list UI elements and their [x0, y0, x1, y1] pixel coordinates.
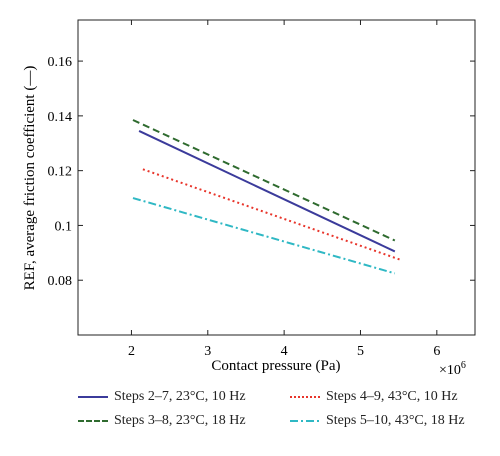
legend: Steps 2–7, 23°C, 10 Hz Steps 4–9, 43°C, …	[78, 388, 498, 438]
legend-item-steps-2-7: Steps 2–7, 23°C, 10 Hz	[78, 388, 246, 406]
plot-area-frame	[77, 19, 476, 336]
x-tick-label: 2	[128, 344, 135, 359]
x-axis-multiplier-exponent: 6	[461, 360, 466, 371]
y-tick-label: 0.16	[48, 55, 73, 70]
legend-label: Steps 4–9, 43°C, 10 Hz	[326, 389, 458, 404]
x-tick-label: 4	[281, 344, 288, 359]
legend-swatch-steps-5-10	[290, 420, 320, 422]
x-tick-label: 3	[204, 344, 211, 359]
x-tick-label: 5	[357, 344, 364, 359]
x-axis-multiplier-base: ×10	[439, 363, 461, 378]
legend-item-steps-4-9: Steps 4–9, 43°C, 10 Hz	[290, 388, 458, 406]
legend-label: Steps 5–10, 43°C, 18 Hz	[326, 413, 465, 428]
series-line-3	[142, 168, 401, 261]
legend-item-steps-3-8: Steps 3–8, 23°C, 18 Hz	[78, 412, 246, 430]
legend-label: Steps 3–8, 23°C, 18 Hz	[114, 413, 246, 428]
legend-swatch-steps-4-9	[290, 396, 320, 398]
x-axis-ticks: 2 3 4 5 6	[128, 20, 440, 359]
y-tick-label: 0.12	[48, 165, 73, 180]
legend-item-steps-5-10: Steps 5–10, 43°C, 18 Hz	[290, 412, 465, 430]
y-axis-ticks: 0.08 0.1 0.12 0.14 0.16	[48, 55, 475, 289]
y-tick-label: 0.14	[48, 110, 73, 125]
friction-chart: 2 3 4 5 6 0.08 0.1 0.12 0.14 0.16 Contact pressu…	[22, 19, 476, 378]
series-line-2	[132, 119, 396, 242]
series-lines	[132, 119, 401, 275]
series-line-1	[138, 130, 396, 253]
legend-swatch-steps-3-8	[78, 420, 108, 422]
series-line-4	[132, 197, 396, 275]
y-tick-label: 0.08	[48, 274, 73, 289]
y-tick-label: 0.1	[55, 219, 73, 234]
y-axis-label: REF, average friction coefficient (—)	[22, 66, 38, 291]
x-tick-label: 6	[433, 344, 440, 359]
legend-swatch-steps-2-7	[78, 396, 108, 398]
legend-label: Steps 2–7, 23°C, 10 Hz	[114, 389, 246, 404]
x-axis-label: Contact pressure (Pa)	[211, 358, 340, 374]
x-axis-multiplier: ×106	[439, 360, 466, 378]
